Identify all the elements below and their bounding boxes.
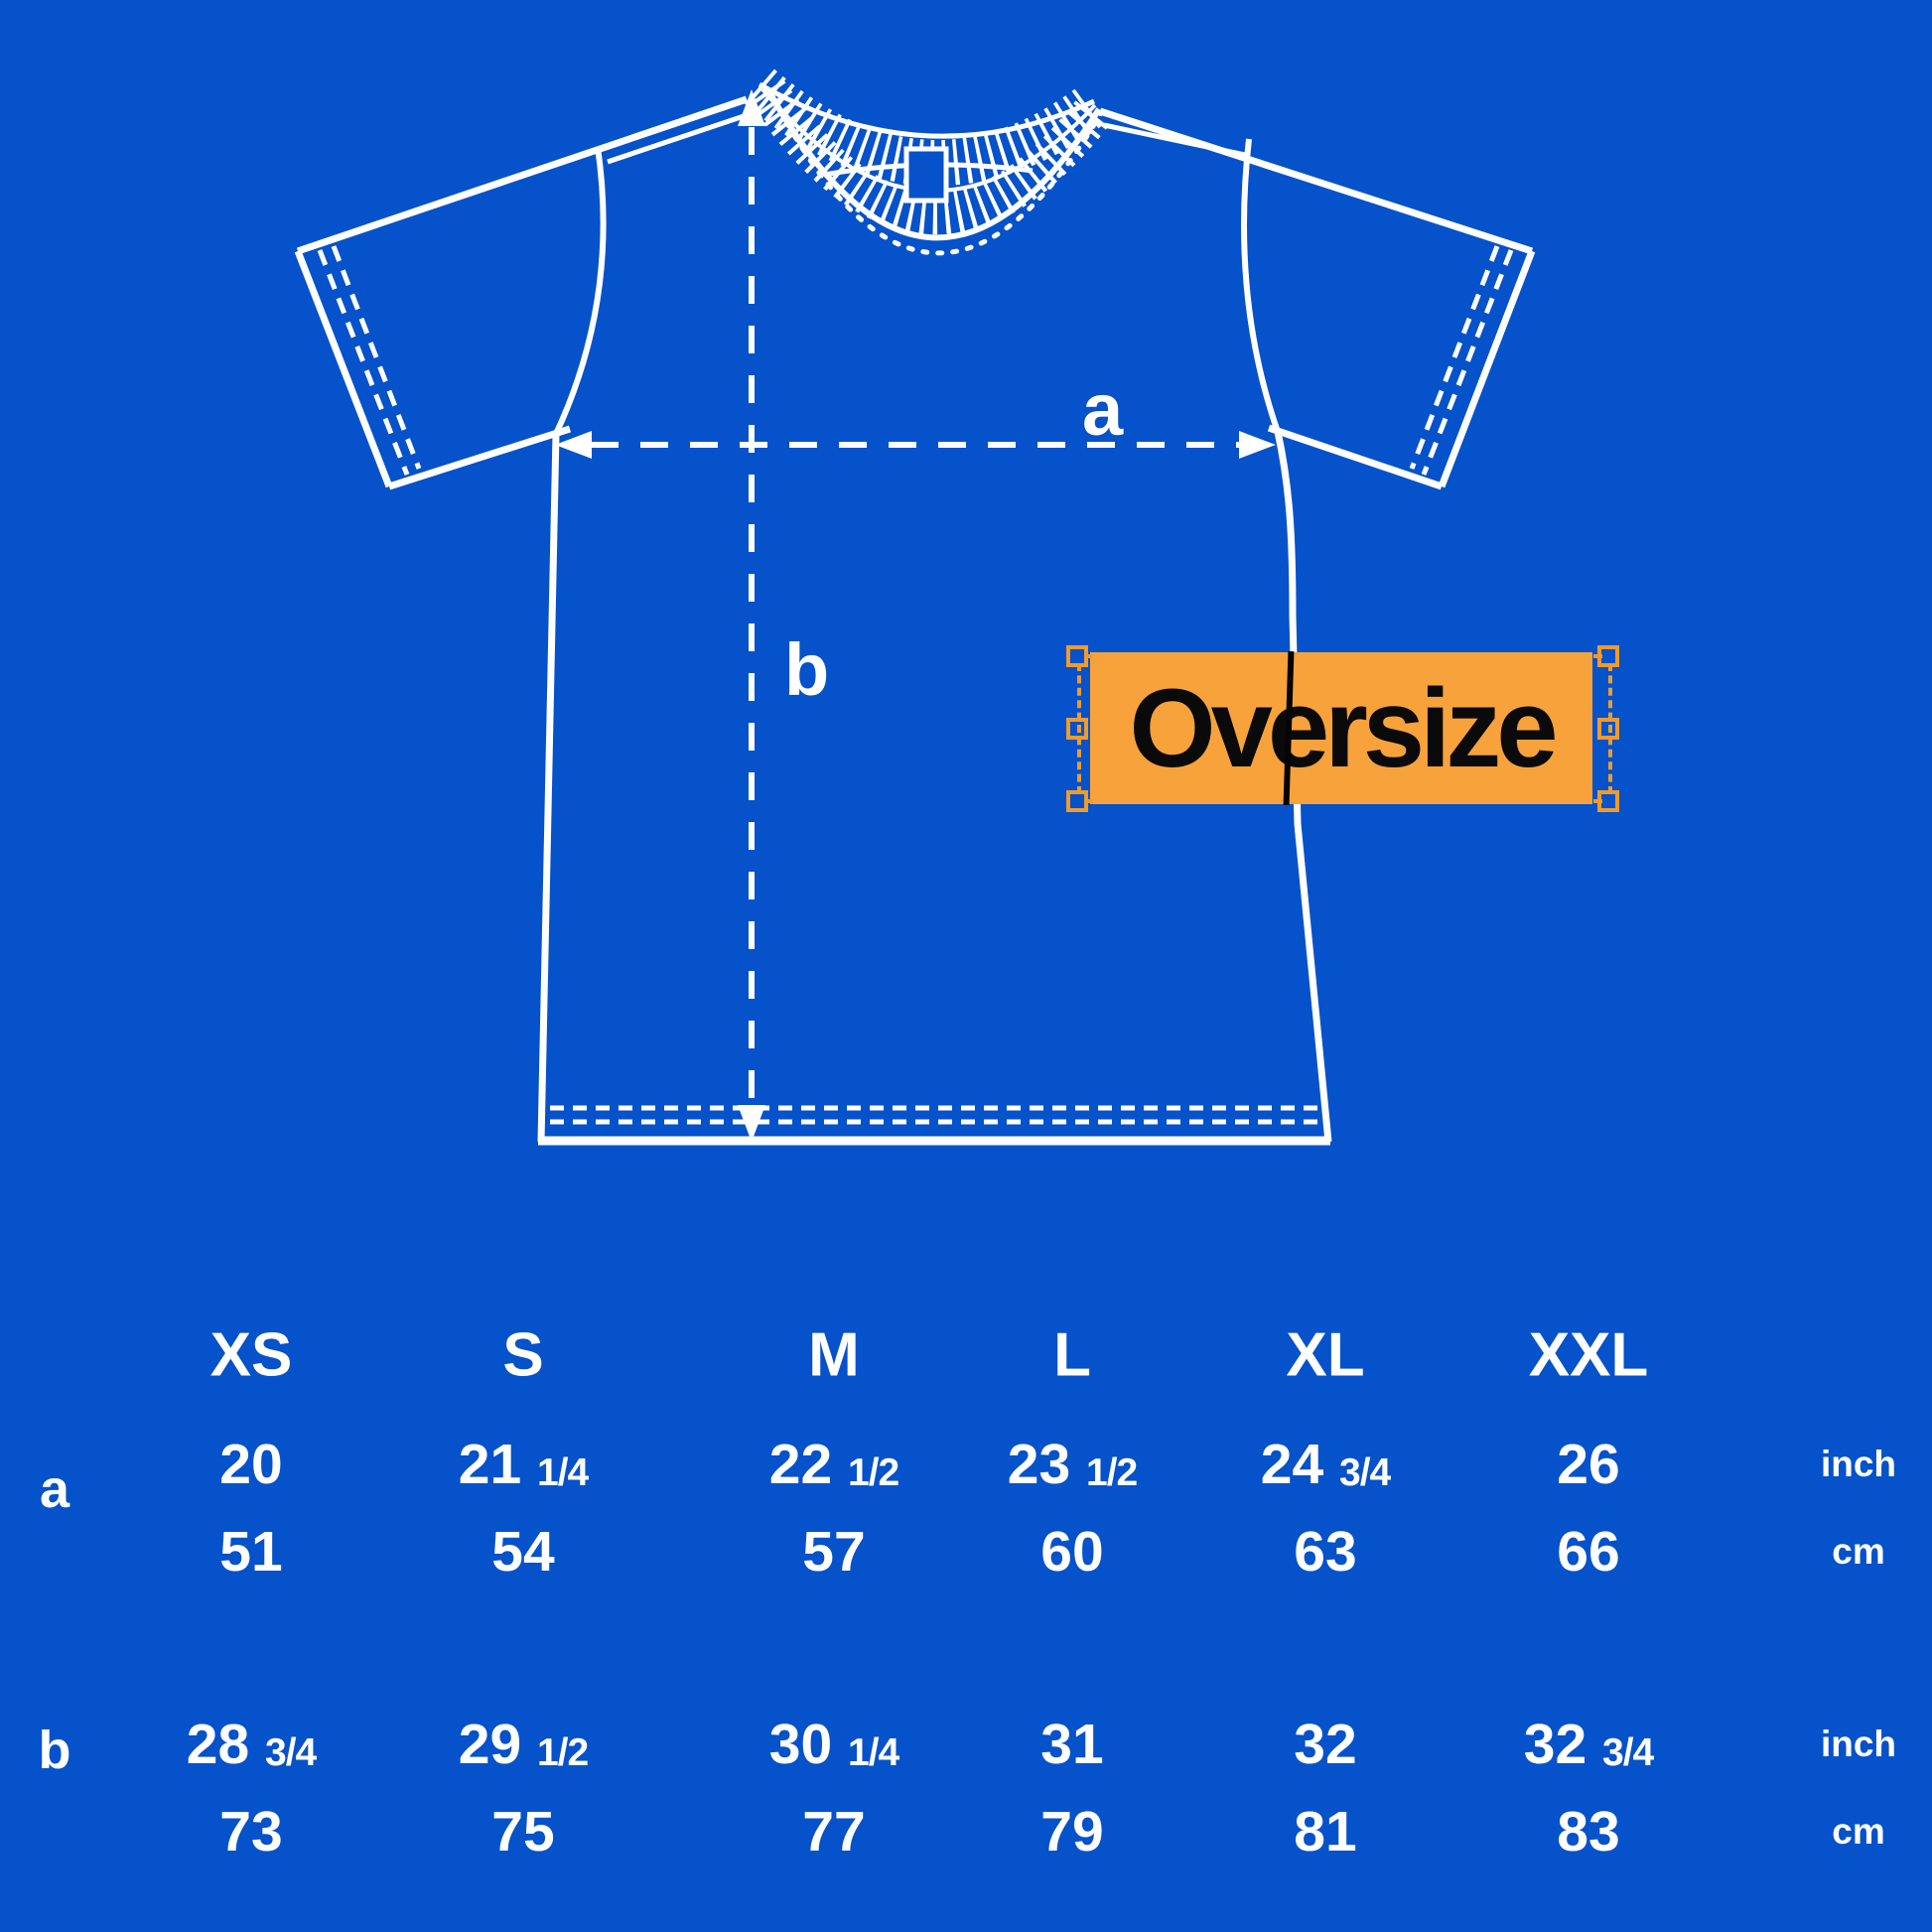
right-armhole-seam: [1241, 138, 1281, 433]
collar-rib-band-inner: [749, 79, 1114, 235]
row-label-b: b: [38, 1721, 71, 1780]
selection-handle-right-bottom[interactable]: [1597, 790, 1619, 812]
cell-b-cm-xl: 81: [1294, 1800, 1357, 1863]
cell-a-inch-xxl: 26: [1557, 1433, 1620, 1496]
fraction: 1/4: [848, 1731, 899, 1774]
row-label-a: a: [39, 1459, 70, 1519]
cell-b-inch-xs: 28 3/4: [186, 1713, 317, 1776]
size-header-m: M: [808, 1320, 860, 1390]
body-left-side: [537, 433, 560, 1143]
unit-inch-label: inch: [1820, 1444, 1897, 1484]
cell-b-inch-l: 31: [1040, 1713, 1104, 1776]
left-armhole-seam: [553, 146, 607, 436]
dimension-a-arrow-right: [1239, 431, 1276, 459]
size-header-xs: XS: [209, 1320, 293, 1390]
cell-a-cm-xs: 51: [219, 1520, 283, 1584]
fraction: 1/2: [537, 1731, 589, 1774]
cell-b-cm-l: 79: [1040, 1800, 1104, 1863]
left-shoulder-seam: [607, 110, 754, 165]
neck-tag: [903, 146, 949, 204]
cell-a-cm-xxl: 66: [1557, 1520, 1620, 1584]
cell-a-inch-xs: 20: [219, 1433, 283, 1496]
cell-a-inch-s: 21 1/4: [458, 1433, 589, 1496]
oversize-label: Oversize: [1129, 666, 1559, 790]
dimension-b-label: b: [784, 628, 829, 711]
size-header-xxl: XXL: [1528, 1320, 1649, 1390]
cell-a-cm-l: 60: [1040, 1520, 1104, 1584]
cell-b-cm-xxl: 83: [1557, 1800, 1620, 1863]
dimension-a-arrow-left: [555, 431, 592, 459]
body-right-side: [1274, 431, 1332, 1143]
selection-tick: [1084, 654, 1093, 658]
selection-guide-left: [1077, 663, 1081, 794]
selection-handle-right-top[interactable]: [1597, 645, 1619, 667]
dimension-b-arrow-bottom: [738, 1105, 765, 1142]
fraction: 1/4: [537, 1451, 589, 1494]
cell-a-cm-m: 57: [802, 1520, 866, 1584]
cell-a-inch-l: 23 1/2: [1007, 1433, 1138, 1496]
right-cuff: [1438, 249, 1536, 488]
cell-b-cm-m: 77: [802, 1800, 866, 1863]
fraction: 1/2: [1086, 1451, 1138, 1494]
unit-cm-label: cm: [1832, 1811, 1885, 1852]
dimension-b-arrow-top: [738, 89, 765, 126]
left-cuff: [294, 249, 393, 488]
selection-guide-right: [1608, 663, 1612, 794]
cell-b-inch-m: 30 1/4: [768, 1713, 899, 1776]
cell-a-cm-s: 54: [491, 1520, 555, 1584]
selection-handle-left-top[interactable]: [1066, 645, 1088, 667]
selection-handle-left-bottom[interactable]: [1066, 790, 1088, 812]
oversize-textbox[interactable]: Oversize: [1090, 650, 1592, 806]
fraction: 1/2: [848, 1451, 899, 1494]
cell-b-inch-xl: 32: [1294, 1713, 1357, 1776]
fraction: 3/4: [1602, 1731, 1654, 1774]
fraction: 3/4: [1339, 1451, 1391, 1494]
size-header-l: L: [1053, 1320, 1091, 1390]
unit-cm-label: cm: [1832, 1531, 1885, 1572]
right-cuff-stitch: [1421, 249, 1514, 476]
cell-b-cm-xs: 73: [219, 1800, 283, 1863]
size-header-xl: XL: [1286, 1320, 1365, 1390]
right-shoulder-seam: [1103, 122, 1246, 158]
selection-tick: [1084, 799, 1093, 803]
right-cuff-stitch: [1409, 245, 1500, 470]
collar-outer-arc: [766, 90, 1102, 241]
cell-a-inch-m: 22 1/2: [768, 1433, 899, 1496]
left-shoulder-line: [296, 95, 749, 255]
left-sleeve-bottom: [387, 425, 572, 490]
cell-a-cm-xl: 63: [1294, 1520, 1357, 1584]
right-shoulder-line: [1098, 107, 1534, 255]
left-cuff-stitch: [331, 245, 422, 470]
cell-a-inch-xl: 24 3/4: [1260, 1433, 1391, 1496]
selection-handle-left-middle[interactable]: [1066, 718, 1088, 740]
cell-b-cm-s: 75: [491, 1800, 555, 1863]
fraction: 3/4: [265, 1731, 317, 1774]
cell-b-inch-xxl: 32 3/4: [1523, 1713, 1654, 1776]
selection-handle-right-middle[interactable]: [1597, 718, 1619, 740]
size-header-s: S: [502, 1320, 544, 1390]
left-cuff-stitch: [317, 249, 410, 476]
unit-inch-label: inch: [1820, 1724, 1897, 1764]
cell-b-inch-s: 29 1/2: [458, 1713, 589, 1776]
dimension-a-label: a: [1082, 368, 1124, 451]
right-sleeve-bottom: [1267, 424, 1444, 490]
collar-neckline-arc: [758, 81, 1096, 139]
